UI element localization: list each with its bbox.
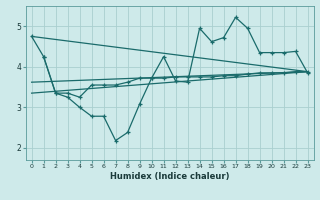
X-axis label: Humidex (Indice chaleur): Humidex (Indice chaleur): [110, 172, 229, 181]
